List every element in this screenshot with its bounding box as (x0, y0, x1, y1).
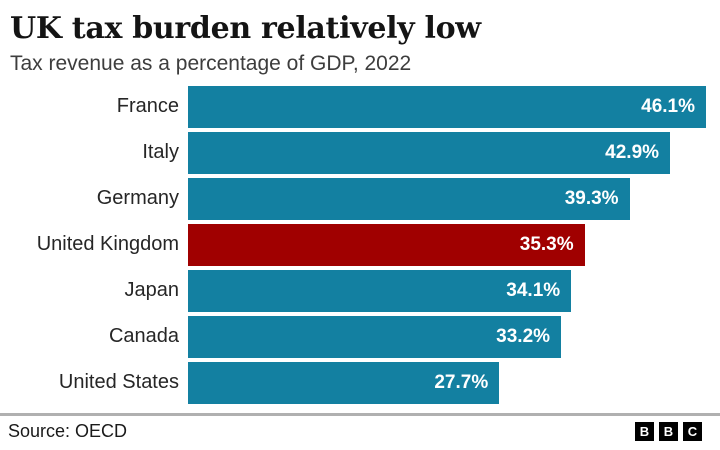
value-label: 33.2% (496, 325, 551, 347)
category-label: France (116, 95, 179, 118)
category-label: United Kingdom (36, 233, 179, 256)
category-label: Italy (142, 141, 179, 164)
value-label: 39.3% (564, 187, 619, 209)
value-label: 46.1% (641, 95, 695, 117)
bar-row: Germany 39.3% (8, 177, 706, 220)
bar-row: United Kingdom 35.3% (8, 223, 706, 266)
category-label: Germany (96, 187, 179, 210)
bar: 42.9% (188, 131, 671, 174)
bar: 27.7% (188, 361, 500, 404)
bar-track: 39.3% (188, 177, 706, 220)
value-label: 27.7% (434, 371, 489, 393)
bbc-logo-block-c: C (683, 421, 702, 441)
bbc-logo-block-b1: B (635, 421, 654, 441)
bar-row: United States 27.7% (8, 361, 706, 404)
chart-footer: Source: OECD B B C (0, 416, 720, 442)
bar-track: 34.1% (188, 269, 706, 312)
bar: 35.3% (188, 223, 585, 266)
bar-row: Italy 42.9% (8, 131, 706, 174)
value-label: 34.1% (506, 279, 561, 301)
source-label: Source: OECD (8, 420, 128, 441)
bar: 33.2% (188, 315, 562, 358)
bar-track: 33.2% (188, 315, 706, 358)
category-label: United States (58, 371, 179, 394)
category-label: Canada (108, 325, 179, 348)
bar-chart: France 46.1% Italy 42.9% Germany 39.3% United … (0, 85, 720, 404)
footer-divider (0, 412, 720, 416)
bar-track: 35.3% (188, 223, 706, 266)
bar: 46.1% (188, 85, 706, 128)
bar-track: 27.7% (188, 361, 706, 404)
bar-row: France 46.1% (8, 85, 706, 128)
bar: 34.1% (188, 269, 572, 312)
bar-row: Canada 33.2% (8, 315, 706, 358)
bar-track: 42.9% (188, 131, 706, 174)
bar: 39.3% (188, 177, 630, 220)
bar-row: Japan 34.1% (8, 269, 706, 312)
chart-title: UK tax burden relatively low (10, 11, 481, 46)
category-label: Japan (124, 279, 180, 302)
chart-header: UK tax burden relatively low Tax revenue… (0, 11, 720, 75)
bar-track: 46.1% (188, 85, 706, 128)
value-label: 42.9% (605, 141, 660, 163)
bbc-logo-block-b2: B (659, 421, 678, 441)
chart-subtitle: Tax revenue as a percentage of GDP, 2022 (10, 51, 412, 75)
value-label: 35.3% (519, 233, 574, 255)
bbc-logo: B B C (635, 421, 702, 441)
